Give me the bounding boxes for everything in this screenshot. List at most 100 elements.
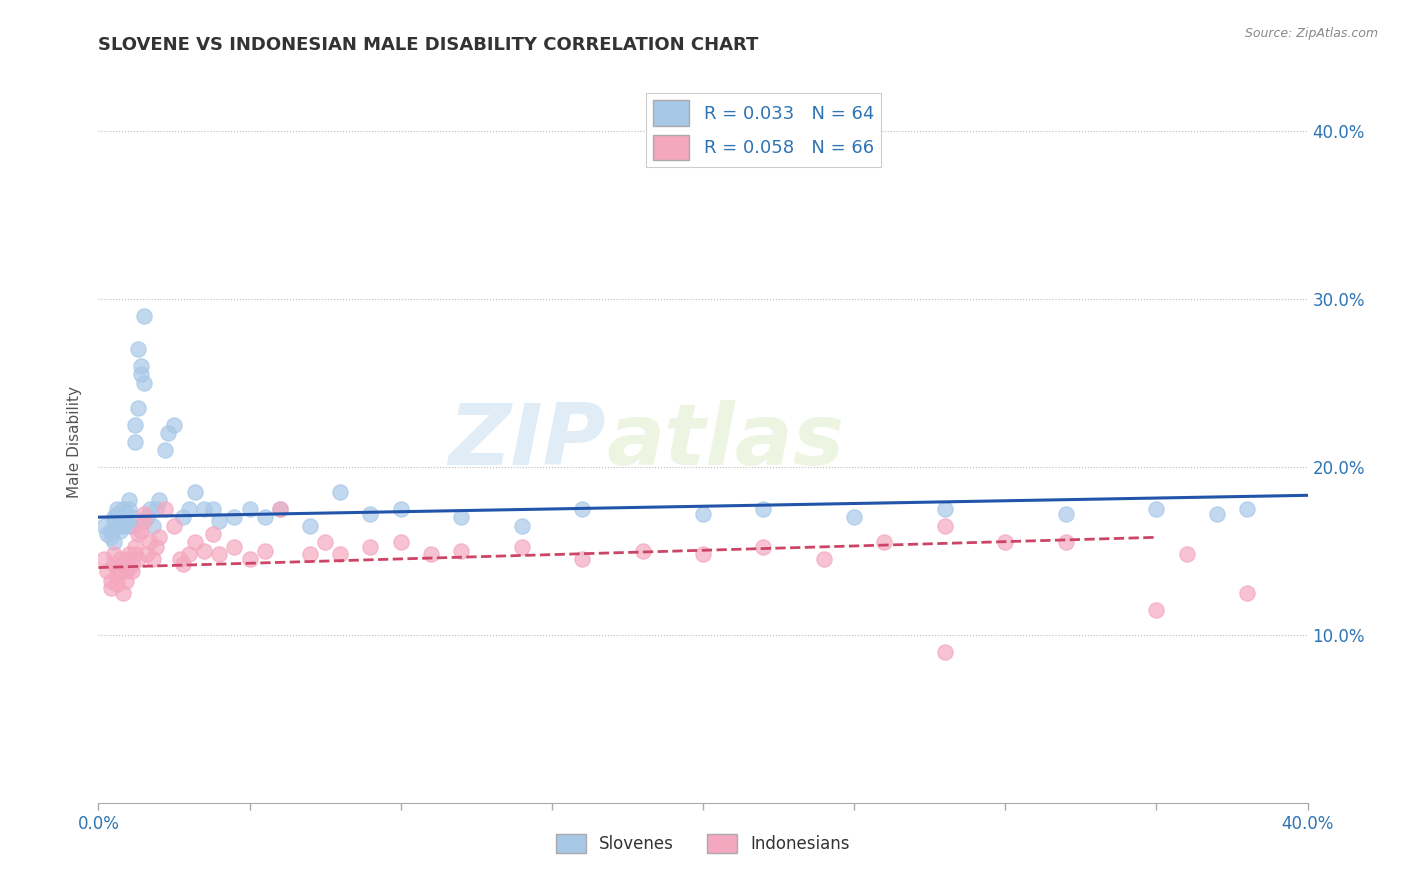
Point	[1206, 507, 1229, 521]
Point	[118, 518, 141, 533]
Text: SLOVENE VS INDONESIAN MALE DISABILITY CORRELATION CHART: SLOVENE VS INDONESIAN MALE DISABILITY CO…	[98, 36, 759, 54]
Point	[118, 547, 141, 561]
Point	[193, 543, 215, 558]
Point	[103, 547, 125, 561]
Point	[172, 558, 194, 572]
Point	[105, 577, 128, 591]
Point	[100, 524, 122, 538]
Point	[111, 510, 134, 524]
Point	[139, 501, 162, 516]
Point	[105, 507, 128, 521]
Point	[239, 552, 262, 566]
Point	[139, 535, 162, 549]
Point	[127, 527, 149, 541]
Point	[135, 547, 157, 561]
Point	[873, 535, 896, 549]
Point	[111, 586, 134, 600]
Point	[105, 560, 128, 574]
Point	[118, 560, 141, 574]
Point	[172, 510, 194, 524]
Point	[934, 644, 956, 658]
Point	[105, 518, 128, 533]
Point	[124, 541, 146, 555]
Point	[994, 535, 1017, 549]
Point	[118, 493, 141, 508]
Point	[129, 368, 152, 382]
Point	[752, 501, 775, 516]
Point	[631, 543, 654, 558]
Point	[127, 401, 149, 415]
Point	[360, 541, 382, 555]
Point	[103, 510, 125, 524]
Point	[114, 514, 136, 528]
Point	[135, 510, 157, 524]
Point	[127, 342, 149, 356]
Point	[450, 543, 472, 558]
Point	[111, 501, 134, 516]
Point	[299, 547, 322, 561]
Point	[121, 518, 143, 533]
Point	[420, 547, 443, 561]
Legend: Slovenes, Indonesians: Slovenes, Indonesians	[550, 827, 856, 860]
Point	[96, 527, 118, 541]
Point	[329, 547, 352, 561]
Point	[153, 501, 176, 516]
Point	[934, 501, 956, 516]
Point	[253, 543, 276, 558]
Y-axis label: Male Disability: Male Disability	[67, 385, 83, 498]
Point	[111, 558, 134, 572]
Point	[571, 552, 593, 566]
Point	[269, 501, 291, 516]
Point	[1144, 501, 1167, 516]
Point	[132, 514, 155, 528]
Point	[108, 564, 131, 578]
Point	[360, 507, 382, 521]
Point	[93, 552, 115, 566]
Point	[389, 535, 412, 549]
Point	[114, 552, 136, 566]
Point	[121, 510, 143, 524]
Point	[132, 507, 155, 521]
Text: atlas: atlas	[606, 400, 845, 483]
Point	[127, 552, 149, 566]
Point	[124, 417, 146, 432]
Point	[571, 501, 593, 516]
Point	[179, 501, 201, 516]
Point	[153, 442, 176, 457]
Point	[389, 501, 412, 516]
Point	[100, 581, 122, 595]
Point	[208, 514, 231, 528]
Point	[224, 541, 246, 555]
Point	[253, 510, 276, 524]
Point	[114, 574, 136, 588]
Point	[103, 514, 125, 528]
Point	[96, 564, 118, 578]
Point	[1054, 535, 1077, 549]
Point	[510, 541, 533, 555]
Point	[142, 552, 165, 566]
Point	[100, 530, 122, 544]
Point	[1236, 501, 1258, 516]
Point	[202, 527, 225, 541]
Point	[269, 501, 291, 516]
Point	[510, 518, 533, 533]
Point	[103, 558, 125, 572]
Point	[148, 493, 170, 508]
Point	[100, 574, 122, 588]
Point	[121, 564, 143, 578]
Point	[692, 547, 714, 561]
Point	[813, 552, 835, 566]
Point	[239, 501, 262, 516]
Point	[129, 524, 152, 538]
Point	[111, 518, 134, 533]
Point	[692, 507, 714, 521]
Point	[114, 564, 136, 578]
Point	[1144, 602, 1167, 616]
Point	[93, 518, 115, 533]
Point	[450, 510, 472, 524]
Point	[163, 518, 186, 533]
Point	[184, 535, 207, 549]
Point	[692, 124, 714, 138]
Point	[124, 434, 146, 449]
Point	[129, 359, 152, 373]
